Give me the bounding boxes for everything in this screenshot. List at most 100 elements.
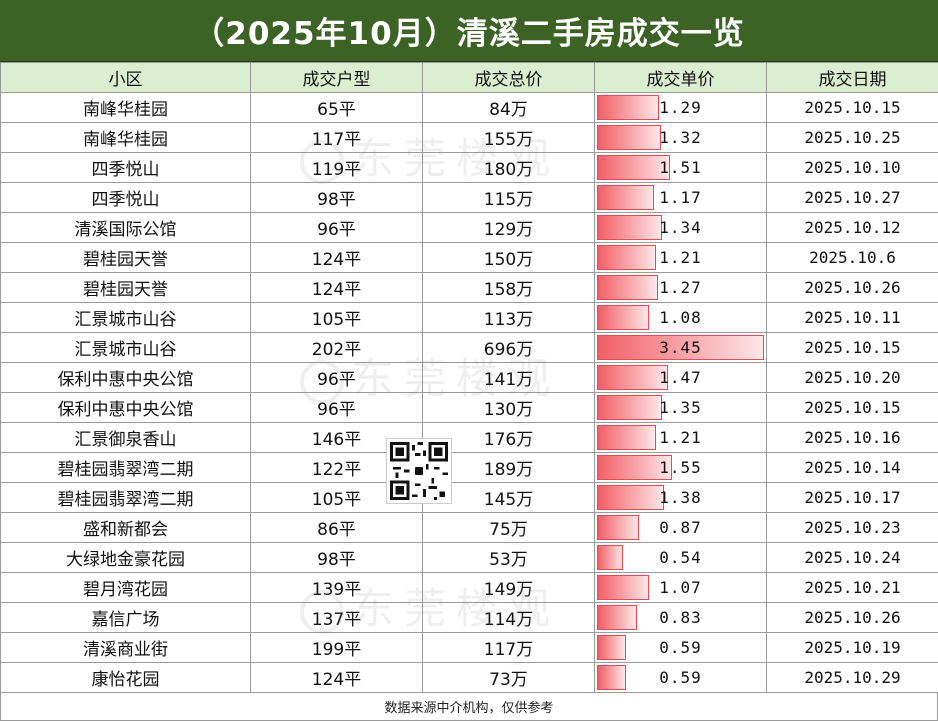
- unit-price-bar: [597, 395, 663, 420]
- cell-layout: 98平: [250, 182, 423, 213]
- table-row: 清溪商业街 199平 117万 0.59 2025.10.19: [0, 632, 938, 663]
- cell-unit-price: 0.59: [594, 662, 767, 693]
- header-total-price: 成交总价: [422, 62, 595, 93]
- cell-date: 2025.10.12: [766, 212, 938, 243]
- cell-community: 保利中惠中央公馆: [0, 362, 251, 393]
- transactions-table: 小区 成交户型 成交总价 成交单价 成交日期 南峰华桂园 65平 84万 1.29 20…: [0, 62, 938, 693]
- cell-layout: 199平: [250, 632, 423, 663]
- unit-price-bar: [597, 365, 669, 390]
- cell-date: 2025.10.16: [766, 422, 938, 453]
- cell-date: 2025.10.26: [766, 272, 938, 303]
- cell-layout: 202平: [250, 332, 423, 363]
- cell-unit-price: 1.51: [594, 152, 767, 183]
- unit-price-bar: [597, 275, 659, 300]
- cell-total-price: 141万: [422, 362, 595, 393]
- cell-unit-price: 1.29: [594, 92, 767, 123]
- cell-community: 碧桂园天誉: [0, 272, 251, 303]
- cell-date: 2025.10.17: [766, 482, 938, 513]
- cell-date: 2025.10.10: [766, 152, 938, 183]
- cell-unit-price: 0.87: [594, 512, 767, 543]
- cell-community: 碧桂园天誉: [0, 242, 251, 273]
- table-row: 康怡花园 124平 73万 0.59 2025.10.29: [0, 662, 938, 693]
- cell-layout: 96平: [250, 362, 423, 393]
- cell-total-price: 73万: [422, 662, 595, 693]
- cell-community: 汇景城市山谷: [0, 332, 251, 363]
- cell-date: 2025.10.29: [766, 662, 938, 693]
- unit-price-value: 1.55: [659, 458, 702, 477]
- cell-total-price: 75万: [422, 512, 595, 543]
- cell-total-price: 150万: [422, 242, 595, 273]
- cell-unit-price: 1.21: [594, 422, 767, 453]
- page-title: （2025年10月）清溪二手房成交一览: [193, 16, 745, 52]
- cell-date: 2025.10.19: [766, 632, 938, 663]
- cell-community: 汇景御泉香山: [0, 422, 251, 453]
- unit-price-bar: [597, 455, 673, 480]
- cell-unit-price: 1.27: [594, 272, 767, 303]
- cell-community: 清溪商业街: [0, 632, 251, 663]
- header-layout: 成交户型: [250, 62, 423, 93]
- unit-price-bar: [597, 335, 764, 360]
- cell-total-price: 115万: [422, 182, 595, 213]
- cell-date: 2025.10.26: [766, 602, 938, 633]
- table-row: 碧月湾花园 139平 149万 1.07 2025.10.21: [0, 572, 938, 603]
- unit-price-bar: [597, 185, 654, 210]
- unit-price-bar: [597, 95, 660, 120]
- unit-price-bar: [597, 485, 664, 510]
- table-row: 碧桂园天誉 124平 150万 1.21 2025.10.6: [0, 242, 938, 273]
- unit-price-value: 0.87: [659, 518, 702, 537]
- cell-unit-price: 1.35: [594, 392, 767, 423]
- unit-price-bar: [597, 215, 662, 240]
- cell-layout: 139平: [250, 572, 423, 603]
- cell-layout: 137平: [250, 602, 423, 633]
- cell-date: 2025.10.21: [766, 572, 938, 603]
- footer-note: 数据来源中介机构，仅供参考: [0, 692, 938, 721]
- cell-unit-price: 0.83: [594, 602, 767, 633]
- unit-price-value: 0.59: [659, 668, 702, 687]
- cell-unit-price: 0.59: [594, 632, 767, 663]
- cell-total-price: 129万: [422, 212, 595, 243]
- cell-community: 大绿地金豪花园: [0, 542, 251, 573]
- cell-layout: 98平: [250, 542, 423, 573]
- unit-price-value: 1.34: [659, 218, 702, 237]
- cell-date: 2025.10.6: [766, 242, 938, 273]
- unit-price-bar: [597, 425, 656, 450]
- table-row: 保利中惠中央公馆 96平 141万 1.47 2025.10.20: [0, 362, 938, 393]
- cell-total-price: 130万: [422, 392, 595, 423]
- table-row: 清溪国际公馆 96平 129万 1.34 2025.10.12: [0, 212, 938, 243]
- cell-total-price: 113万: [422, 302, 595, 333]
- cell-layout: 86平: [250, 512, 423, 543]
- cell-unit-price: 1.34: [594, 212, 767, 243]
- cell-layout: 105平: [250, 302, 423, 333]
- cell-date: 2025.10.11: [766, 302, 938, 333]
- cell-date: 2025.10.25: [766, 122, 938, 153]
- cell-total-price: 117万: [422, 632, 595, 663]
- unit-price-value: 1.32: [659, 128, 702, 147]
- cell-unit-price: 1.08: [594, 302, 767, 333]
- unit-price-bar: [597, 305, 650, 330]
- table-row: 南峰华桂园 65平 84万 1.29 2025.10.15: [0, 92, 938, 123]
- cell-unit-price: 1.55: [594, 452, 767, 483]
- cell-total-price: 176万: [422, 422, 595, 453]
- unit-price-bar: [597, 545, 624, 570]
- cell-date: 2025.10.14: [766, 452, 938, 483]
- cell-community: 清溪国际公馆: [0, 212, 251, 243]
- cell-layout: 96平: [250, 212, 423, 243]
- table-row: 汇景城市山谷 202平 696万 3.45 2025.10.15: [0, 332, 938, 363]
- header-community: 小区: [0, 62, 251, 93]
- cell-layout: 96平: [250, 392, 423, 423]
- cell-community: 碧桂园翡翠湾二期: [0, 482, 251, 513]
- table-row: 盛和新都会 86平 75万 0.87 2025.10.23: [0, 512, 938, 543]
- unit-price-value: 1.51: [659, 158, 702, 177]
- unit-price-value: 1.21: [659, 428, 702, 447]
- unit-price-value: 0.59: [659, 638, 702, 657]
- cell-community: 南峰华桂园: [0, 122, 251, 153]
- cell-unit-price: 1.47: [594, 362, 767, 393]
- unit-price-value: 1.17: [659, 188, 702, 207]
- cell-unit-price: 0.54: [594, 542, 767, 573]
- cell-unit-price: 1.38: [594, 482, 767, 513]
- cell-community: 四季悦山: [0, 152, 251, 183]
- cell-layout: 124平: [250, 662, 423, 693]
- cell-unit-price: 1.17: [594, 182, 767, 213]
- table-row: 南峰华桂园 117平 155万 1.32 2025.10.25: [0, 122, 938, 153]
- unit-price-value: 1.35: [659, 398, 702, 417]
